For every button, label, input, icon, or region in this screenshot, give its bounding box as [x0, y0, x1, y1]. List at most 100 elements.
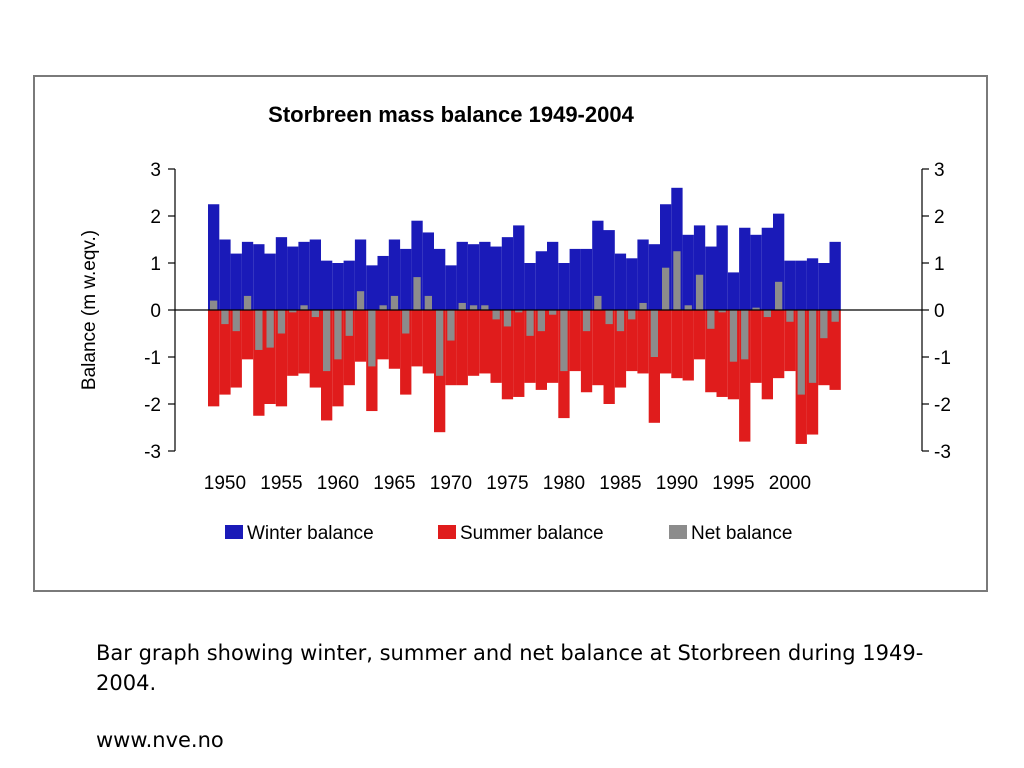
summer-bar: [648, 310, 660, 423]
summer-bar: [275, 310, 288, 407]
summer-bar: [705, 310, 717, 393]
summer-bar: [671, 310, 683, 379]
net-bar: [447, 310, 455, 341]
x-tick-label: 1965: [373, 473, 415, 494]
winter-bar: [682, 234, 694, 310]
winter-bar: [648, 244, 660, 310]
winter-bar: [208, 204, 220, 310]
summer-bar: [343, 310, 355, 386]
net-bar: [334, 310, 342, 360]
summer-bar: [354, 310, 367, 362]
figure-caption: Bar graph showing winter, summer and net…: [96, 641, 924, 695]
summer-bar: [208, 310, 220, 407]
winter-bar: [456, 241, 468, 310]
net-bar: [616, 310, 625, 332]
net-bar: [605, 310, 613, 325]
source-link[interactable]: www.nve.no: [96, 728, 224, 752]
left-y-tick-label: 0: [150, 301, 161, 322]
winter-bar: [592, 220, 604, 310]
right-y-tick-label: 2: [934, 207, 945, 228]
winter-bar: [513, 225, 525, 310]
winter-bar: [298, 241, 310, 310]
summer-bar: [569, 310, 581, 372]
summer-bar: [501, 310, 514, 400]
winter-bar: [569, 248, 581, 310]
summer-bar: [490, 310, 502, 383]
summer-bar: [829, 310, 841, 390]
net-bar: [210, 300, 218, 310]
net-bar: [356, 291, 365, 310]
summer-bar: [422, 310, 434, 374]
summer-bar: [253, 310, 265, 416]
winter-bar: [445, 265, 457, 310]
legend-swatch: [669, 525, 687, 539]
summer-bar: [309, 310, 321, 388]
winter-bar: [716, 225, 728, 310]
winter-bar: [467, 244, 480, 310]
right-y-tick-label: 0: [934, 301, 945, 322]
winter-bar: [411, 220, 423, 310]
net-bar: [458, 302, 466, 310]
legend-swatch: [225, 525, 243, 539]
left-y-tick-label: -1: [144, 348, 161, 369]
net-bar: [503, 310, 512, 327]
winter-bar: [603, 230, 615, 310]
net-bar: [266, 310, 274, 348]
left-y-tick-label: -2: [144, 395, 161, 416]
summer-bar: [750, 310, 762, 383]
right-y-tick-label: -1: [934, 348, 951, 369]
summer-bar: [467, 310, 480, 376]
winter-bar: [671, 187, 683, 310]
winter-bar: [309, 239, 321, 310]
winter-bar: [241, 241, 254, 310]
summer-bar: [388, 310, 401, 369]
net-bar: [311, 310, 319, 318]
winter-bar: [332, 263, 344, 310]
summer-bar: [264, 310, 276, 404]
winter-bar: [806, 258, 819, 310]
x-tick-label: 1990: [656, 473, 698, 494]
net-bar: [492, 310, 500, 320]
net-bar: [673, 251, 681, 310]
x-tick-label: 1950: [204, 473, 246, 494]
summer-bar: [219, 310, 231, 395]
winter-bar: [693, 225, 706, 310]
summer-bar: [773, 310, 785, 379]
net-bar: [594, 295, 602, 310]
winter-bar: [660, 204, 672, 310]
summer-bar: [739, 310, 751, 442]
summer-bar: [513, 310, 525, 397]
net-bar: [639, 302, 647, 310]
left-y-tick-label: 2: [150, 207, 161, 228]
winter-bar: [501, 237, 514, 310]
net-bar: [277, 310, 286, 334]
net-bar: [379, 305, 387, 310]
winter-bar: [626, 258, 638, 310]
net-bar: [300, 305, 308, 310]
summer-bar: [761, 310, 773, 400]
left-y-tick-label: 1: [150, 254, 161, 275]
summer-bar: [603, 310, 615, 404]
summer-bar: [479, 310, 491, 374]
net-bar: [243, 295, 252, 310]
winter-bar: [705, 246, 717, 310]
right-y-tick-label: 1: [934, 254, 945, 275]
net-bar: [515, 310, 523, 313]
right-y-tick-label: -3: [934, 442, 951, 463]
net-bar: [695, 274, 704, 310]
mass-balance-chart: Storbreen mass balance 1949-2004 Balance …: [79, 102, 951, 544]
winter-bar: [219, 239, 231, 310]
left-y-tick-label: -3: [144, 442, 161, 463]
summer-bar: [580, 310, 593, 393]
winter-bar: [795, 260, 807, 310]
x-tick-label: 1975: [486, 473, 528, 494]
winter-bar: [773, 213, 785, 310]
net-bar: [255, 310, 263, 350]
winter-bar: [264, 253, 276, 310]
net-bar: [808, 310, 817, 383]
net-bar: [741, 310, 749, 360]
net-bar: [797, 310, 805, 395]
net-bar: [662, 267, 670, 310]
winter-bar: [750, 234, 762, 310]
net-bar: [424, 295, 432, 310]
